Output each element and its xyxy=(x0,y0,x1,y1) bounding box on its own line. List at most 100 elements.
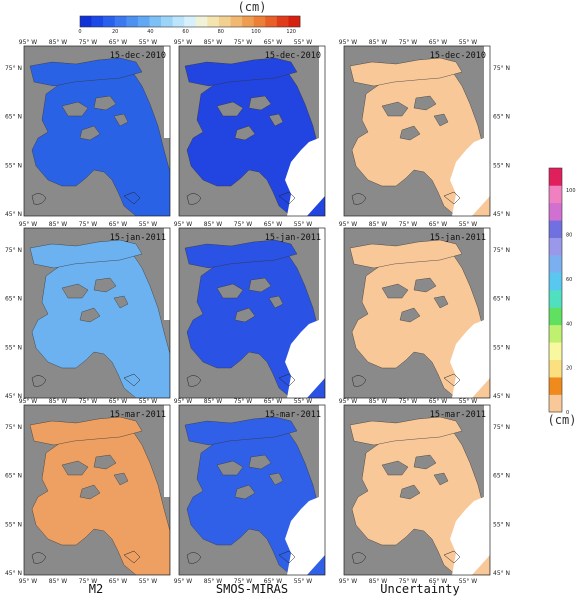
coastline xyxy=(351,552,367,564)
thickness-colorbar-swatch xyxy=(80,16,92,27)
island xyxy=(216,283,244,299)
uncertainty-colorbar-swatch xyxy=(549,394,562,413)
island xyxy=(248,277,272,293)
panel-frame xyxy=(343,45,491,217)
x-tick-label: 65° W xyxy=(264,39,283,46)
thickness-colorbar-swatch xyxy=(184,16,197,27)
x-tick-label: 55° W xyxy=(139,398,158,405)
x-tick-label: 95° W xyxy=(339,39,358,46)
island xyxy=(433,472,449,486)
uncertainty-colorbar-tick: 60 xyxy=(566,277,572,283)
uncertainty-colorbar-swatch xyxy=(549,237,562,256)
thickness-colorbar-swatch xyxy=(114,16,127,27)
y-tick-label-right: 45° N xyxy=(493,211,510,218)
coastline xyxy=(186,193,202,205)
thickness-colorbar-tick: 100 xyxy=(251,29,261,35)
x-tick-label: 65° W xyxy=(264,398,283,405)
x-tick-label: 95° W xyxy=(19,398,38,405)
island xyxy=(61,101,89,117)
sea-ice-field-north xyxy=(29,239,143,269)
x-tick-label-bottom: 85° W xyxy=(204,578,223,585)
panel-uncertainty-dec-2010: 15-dec-2010 95° W 85° W 75° W 65° W 55° W 75° … xyxy=(339,39,510,218)
sea-ice-field-north xyxy=(184,416,298,446)
thickness-colorbar-swatch xyxy=(218,16,231,27)
uncertainty-colorbar-swatch xyxy=(549,324,562,343)
island xyxy=(234,125,256,141)
island xyxy=(79,484,101,500)
column-title-smos: SMOS-MIRAS xyxy=(216,582,288,596)
outside-domain xyxy=(164,405,170,497)
y-tick-label-right: 55° N xyxy=(493,521,510,528)
panel-frame xyxy=(343,404,491,576)
y-tick-label-right: 45° N xyxy=(493,393,510,400)
x-tick-label-bottom: 85° W xyxy=(49,578,68,585)
island xyxy=(113,472,129,486)
panel-date: 15-dec-2010 xyxy=(110,51,166,61)
y-tick-label-right: 55° N xyxy=(493,344,510,351)
panel-date: 15-mar-2011 xyxy=(430,410,486,420)
x-tick-label: 55° W xyxy=(139,221,158,228)
outside-domain xyxy=(319,228,325,320)
uncertainty-colorbar-tick: 80 xyxy=(566,233,572,239)
coastline xyxy=(443,550,461,564)
thickness-colorbar-swatch xyxy=(242,16,254,27)
uncertainty-colorbar-swatch xyxy=(549,342,562,361)
thickness-colorbar-tick: 80 xyxy=(218,29,224,35)
island xyxy=(113,295,129,309)
panel-uncertainty-jan-2011: 15-jan-2011 95° W 85° W 75° W 65° W 55° W 75° … xyxy=(339,221,510,400)
x-tick-label: 75° W xyxy=(234,398,253,405)
island xyxy=(93,454,117,470)
island xyxy=(216,101,244,117)
thickness-colorbar-swatch xyxy=(195,16,208,27)
uncertainty-colorbar: 0 20 40 60 80 100 xyxy=(548,167,576,416)
x-tick-label: 65° W xyxy=(264,221,283,228)
y-tick-label-right: 75° N xyxy=(493,424,510,431)
x-tick-label: 85° W xyxy=(369,398,388,405)
panel-frame xyxy=(178,227,326,399)
x-tick-label: 65° W xyxy=(109,39,128,46)
no-data-area xyxy=(450,138,490,216)
y-tick-label-right: 65° N xyxy=(493,114,510,121)
x-tick-label: 55° W xyxy=(459,39,478,46)
uncertainty-colorbar-swatch xyxy=(549,307,562,326)
y-tick-label: 75° N xyxy=(5,424,22,431)
panel-frame xyxy=(23,227,171,399)
outside-domain xyxy=(164,46,170,138)
x-tick-label: 75° W xyxy=(399,221,418,228)
x-tick-label-bottom: 75° W xyxy=(399,578,418,585)
y-tick-label: 65° N xyxy=(5,473,22,480)
panel-m2-jan-2011: 15-jan-2011 95° W 85° W 75° W 65° W 55° W 75° … xyxy=(5,221,171,400)
x-tick-label: 65° W xyxy=(109,221,128,228)
outside-domain xyxy=(319,405,325,497)
sea-ice-field-north xyxy=(29,416,143,446)
panel-date: 15-jan-2011 xyxy=(430,233,486,243)
panel-date: 15-mar-2011 xyxy=(265,410,321,420)
thickness-colorbar-tick: 60 xyxy=(182,29,188,35)
sea-ice-field-north xyxy=(349,239,463,269)
x-tick-label: 75° W xyxy=(79,398,98,405)
island xyxy=(268,295,284,309)
no-data-area xyxy=(450,320,490,398)
outside-domain xyxy=(164,228,170,320)
x-tick-label: 75° W xyxy=(79,221,98,228)
coastline xyxy=(278,191,296,205)
uncertainty-colorbar-swatch xyxy=(549,359,562,378)
uncertainty-colorbar-frame xyxy=(548,167,563,413)
x-tick-label-bottom: 95° W xyxy=(174,578,193,585)
sea-ice-field-north xyxy=(29,57,143,87)
y-tick-label-right: 75° N xyxy=(493,247,510,254)
y-tick-label: 75° N xyxy=(5,247,22,254)
panel-date: 15-jan-2011 xyxy=(265,233,321,243)
x-tick-label: 55° W xyxy=(294,221,313,228)
outside-domain xyxy=(319,46,325,138)
panel-date: 15-mar-2011 xyxy=(110,410,166,420)
thickness-colorbar-swatch xyxy=(172,16,185,27)
coastline xyxy=(278,550,296,564)
column-title-m2: M2 xyxy=(89,582,103,596)
x-tick-label-bottom: 55° W xyxy=(139,578,158,585)
thickness-colorbar-swatch xyxy=(161,16,173,27)
panel-smos-mar-2011: 15-mar-2011 95° W 85° W 75° W 65° W 55° W 95° … xyxy=(174,398,326,585)
panel-frame xyxy=(23,45,171,217)
island xyxy=(79,307,101,323)
panel-frame xyxy=(178,45,326,217)
